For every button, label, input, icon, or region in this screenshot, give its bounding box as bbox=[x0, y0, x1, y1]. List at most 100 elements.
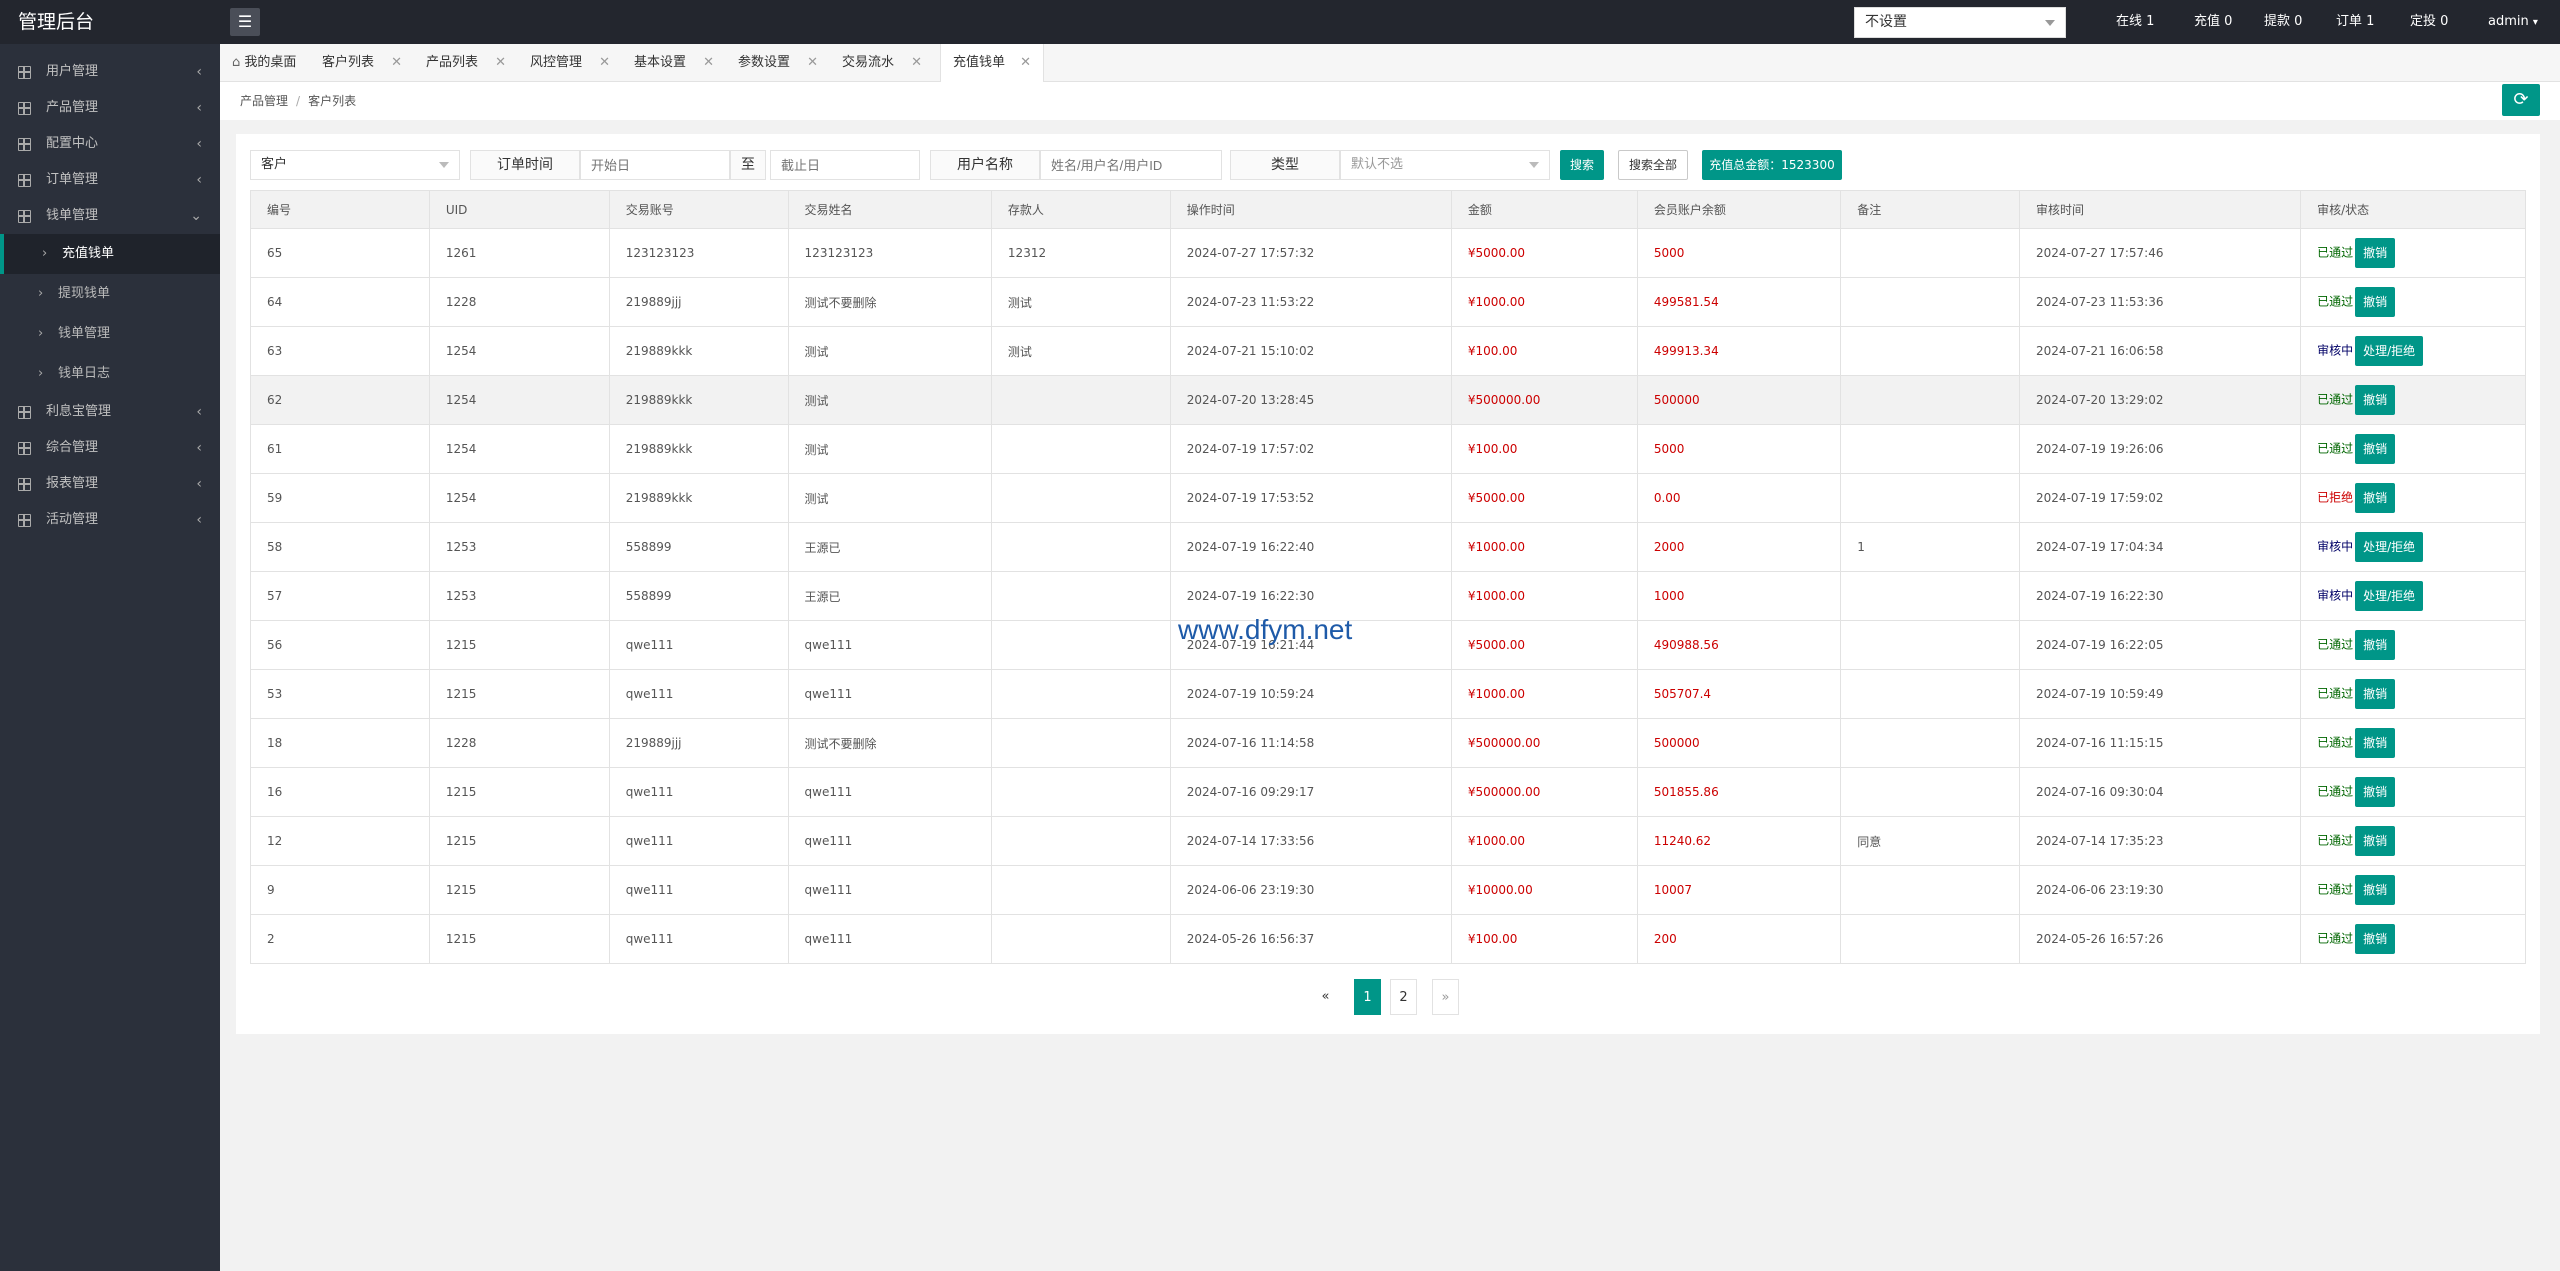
sidebar-item-money-orders[interactable]: 钱单管理 ⌄ bbox=[0, 198, 220, 234]
user-menu[interactable]: admin ▾ bbox=[2488, 0, 2538, 44]
table-row[interactable]: 16 1215 qwe111 qwe111 2024-07-16 09:29:17 ¥50… bbox=[250, 767, 2526, 817]
type-label: 类型 bbox=[1230, 150, 1340, 180]
hamburger-icon[interactable]: ☰ bbox=[230, 8, 260, 36]
tab-desktop[interactable]: ⌂ 我的桌面 bbox=[220, 44, 310, 82]
table-row[interactable]: 18 1228 219889jjj 测试不要删除 2024-07-16 11:14:58… bbox=[250, 718, 2526, 768]
tab-products[interactable]: 产品列表 ✕ bbox=[414, 44, 518, 82]
table-row[interactable]: 62 1254 219889kkk 测试 2024-07-20 13:28:45 ¥500… bbox=[250, 375, 2526, 425]
next-page-button[interactable]: » bbox=[1432, 979, 1459, 1015]
revoke-button[interactable]: 撤销 bbox=[2355, 630, 2396, 660]
stat-online[interactable]: 在线 1 bbox=[2116, 14, 2155, 29]
sidebar-subitem-recharge[interactable]: › 充值钱单 bbox=[0, 234, 220, 274]
cell-id: 59 bbox=[250, 473, 430, 523]
sidebar-item-activity[interactable]: 活动管理 ‹ bbox=[0, 502, 220, 538]
stat-recharge[interactable]: 充值 0 bbox=[2194, 14, 2233, 29]
table-row[interactable]: 2 1215 qwe111 qwe111 2024-05-26 16:56:37 ¥100… bbox=[250, 914, 2526, 964]
sidebar-subitem-log[interactable]: › 钱单日志 bbox=[0, 354, 220, 394]
sidebar-item-general[interactable]: 综合管理 ‹ bbox=[0, 430, 220, 466]
revoke-button[interactable]: 撤销 bbox=[2355, 875, 2396, 905]
start-date-input[interactable] bbox=[580, 150, 730, 180]
table-row[interactable]: 56 1215 qwe111 qwe111 2024-07-19 16:21:44 ¥50… bbox=[250, 620, 2526, 670]
sidebar-item-users[interactable]: 用户管理 ‹ bbox=[0, 54, 220, 90]
tab-customers[interactable]: 客户列表 ✕ bbox=[310, 44, 414, 82]
page-button[interactable]: 1 bbox=[1354, 979, 1381, 1015]
table-row[interactable]: 61 1254 219889kkk 测试 2024-07-19 17:57:02 ¥100… bbox=[250, 424, 2526, 474]
top-select[interactable]: 不设置 bbox=[1854, 7, 2066, 38]
close-icon[interactable]: ✕ bbox=[911, 55, 922, 70]
revoke-button[interactable]: 撤销 bbox=[2355, 679, 2396, 709]
end-date-input[interactable] bbox=[770, 150, 920, 180]
type-select[interactable]: 默认不选 bbox=[1340, 150, 1550, 180]
revoke-button[interactable]: 撤销 bbox=[2355, 826, 2396, 856]
type-select-value: 默认不选 bbox=[1351, 157, 1404, 172]
sidebar-subitem-manage[interactable]: › 钱单管理 bbox=[0, 314, 220, 354]
close-icon[interactable]: ✕ bbox=[807, 55, 818, 70]
sidebar-item-orders[interactable]: 订单管理 ‹ bbox=[0, 162, 220, 198]
close-icon[interactable]: ✕ bbox=[703, 55, 714, 70]
close-icon[interactable]: ✕ bbox=[599, 55, 610, 70]
cell-audit-time: 2024-07-19 17:04:34 bbox=[2019, 522, 2302, 572]
revoke-button[interactable]: 撤销 bbox=[2355, 777, 2396, 807]
tab-param-settings[interactable]: 参数设置 ✕ bbox=[726, 44, 830, 82]
table-row[interactable]: 65 1261 123123123 123123123 12312 2024-07-27 … bbox=[250, 228, 2526, 278]
search-button[interactable]: 搜索 bbox=[1560, 150, 1604, 180]
cell-account: 219889kkk bbox=[608, 326, 789, 376]
cell-amount: ¥100.00 bbox=[1450, 914, 1638, 964]
tab-transactions[interactable]: 交易流水 ✕ bbox=[830, 44, 934, 82]
cell-audit-time: 2024-07-20 13:29:02 bbox=[2019, 375, 2302, 425]
cell-id: 63 bbox=[250, 326, 430, 376]
cell-balance: 200 bbox=[1636, 914, 1842, 964]
stat-invest[interactable]: 定投 0 bbox=[2410, 14, 2449, 29]
table-row[interactable]: 59 1254 219889kkk 测试 2024-07-19 17:53:52 ¥500… bbox=[250, 473, 2526, 523]
horizontal-scrollbar[interactable] bbox=[236, 1036, 2540, 1050]
status-badge: 已通过 bbox=[2317, 637, 2354, 652]
breadcrumb-item[interactable]: 客户列表 bbox=[308, 94, 357, 108]
cell-amount: ¥5000.00 bbox=[1450, 473, 1638, 523]
sidebar-item-reports[interactable]: 报表管理 ‹ bbox=[0, 466, 220, 502]
process-reject-button[interactable]: 处理/拒绝 bbox=[2355, 532, 2424, 562]
refresh-icon[interactable]: ⟳ bbox=[2502, 84, 2540, 116]
tab-risk[interactable]: 风控管理 ✕ bbox=[518, 44, 622, 82]
sidebar-subitem-withdraw[interactable]: › 提现钱单 bbox=[0, 274, 220, 314]
close-icon[interactable]: ✕ bbox=[495, 55, 506, 70]
table-row[interactable]: 53 1215 qwe111 qwe111 2024-07-19 10:59:24 ¥10… bbox=[250, 669, 2526, 719]
username-input[interactable] bbox=[1040, 150, 1222, 180]
total-amount-button[interactable]: 充值总金额：1523300 bbox=[1702, 150, 1842, 180]
stat-withdraw[interactable]: 提款 0 bbox=[2264, 14, 2303, 29]
dropdown-arrow-icon bbox=[1529, 162, 1539, 168]
search-all-button[interactable]: 搜索全部 bbox=[1618, 150, 1688, 180]
table-row[interactable]: 64 1228 219889jjj 测试不要删除 测试 2024-07-23 11:53:… bbox=[250, 277, 2526, 327]
customer-select[interactable]: 客户 bbox=[250, 150, 460, 180]
sidebar-item-config[interactable]: 配置中心 ‹ bbox=[0, 126, 220, 162]
cell-audit-time: 2024-07-19 16:22:05 bbox=[2019, 620, 2302, 670]
tab-recharge[interactable]: 充值钱单 ✕ bbox=[940, 44, 1044, 82]
tab-basic-settings[interactable]: 基本设置 ✕ bbox=[622, 44, 726, 82]
cell-amount: ¥5000.00 bbox=[1450, 228, 1638, 278]
table-row[interactable]: 9 1215 qwe111 qwe111 2024-06-06 23:19:30 ¥100… bbox=[250, 865, 2526, 915]
sidebar-item-interest[interactable]: 利息宝管理 ‹ bbox=[0, 394, 220, 430]
top-bar: 管理后台 ☰ 不设置 在线 1 充值 0 提款 0 订单 1 定投 0 admi… bbox=[0, 0, 2560, 44]
table-row[interactable]: 12 1215 qwe111 qwe111 2024-07-14 17:33:56 ¥10… bbox=[250, 816, 2526, 866]
cell-uid: 1253 bbox=[428, 571, 610, 621]
table-row[interactable]: 63 1254 219889kkk 测试 测试 2024-07-21 15:10:02 ¥1… bbox=[250, 326, 2526, 376]
revoke-button[interactable]: 撤销 bbox=[2355, 924, 2396, 954]
revoke-button[interactable]: 撤销 bbox=[2355, 385, 2396, 415]
close-icon[interactable]: ✕ bbox=[391, 55, 402, 70]
page-button[interactable]: 2 bbox=[1390, 979, 1417, 1015]
table-row[interactable]: 57 1253 558899 王源已 2024-07-19 16:22:30 ¥1000.… bbox=[250, 571, 2526, 621]
revoke-button[interactable]: 撤销 bbox=[2355, 434, 2396, 464]
stat-orders[interactable]: 订单 1 bbox=[2336, 14, 2375, 29]
process-reject-button[interactable]: 处理/拒绝 bbox=[2355, 336, 2424, 366]
sidebar-item-products[interactable]: 产品管理 ‹ bbox=[0, 90, 220, 126]
revoke-button[interactable]: 撤销 bbox=[2355, 728, 2396, 758]
process-reject-button[interactable]: 处理/拒绝 bbox=[2355, 581, 2424, 611]
revoke-button[interactable]: 撤销 bbox=[2355, 483, 2396, 513]
revoke-button[interactable]: 撤销 bbox=[2355, 238, 2396, 268]
cell-uid: 1253 bbox=[428, 522, 610, 572]
cell-depositor bbox=[990, 767, 1171, 817]
breadcrumb-item[interactable]: 产品管理 bbox=[240, 94, 289, 108]
revoke-button[interactable]: 撤销 bbox=[2355, 287, 2396, 317]
table-row[interactable]: 58 1253 558899 王源已 2024-07-19 16:22:40 ¥1000.… bbox=[250, 522, 2526, 572]
close-icon[interactable]: ✕ bbox=[1020, 55, 1031, 70]
prev-page-button[interactable]: « bbox=[1312, 979, 1339, 1015]
